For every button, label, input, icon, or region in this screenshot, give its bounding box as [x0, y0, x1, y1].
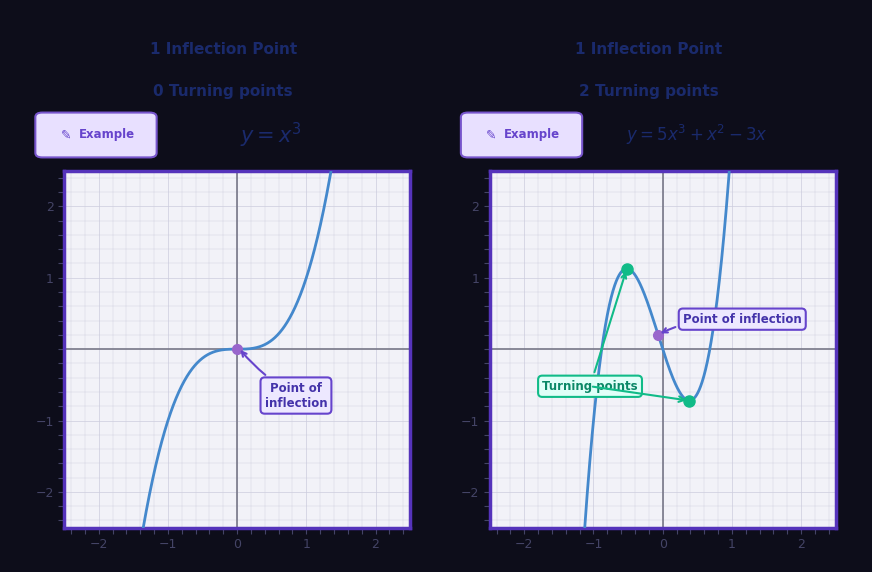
Text: $y = x^3$: $y = x^3$ [240, 120, 302, 150]
Text: Point of
inflection: Point of inflection [242, 352, 327, 410]
Text: ✎: ✎ [487, 129, 497, 141]
Text: 0 Turning points: 0 Turning points [153, 84, 293, 98]
Text: 2 Turning points: 2 Turning points [579, 84, 719, 98]
Text: Example: Example [78, 129, 135, 141]
Text: 1 Inflection Point: 1 Inflection Point [150, 42, 296, 57]
Text: Point of inflection: Point of inflection [663, 313, 801, 332]
Text: Turning points: Turning points [542, 273, 637, 393]
Text: 1 Inflection Point: 1 Inflection Point [576, 42, 722, 57]
Text: Example: Example [504, 129, 561, 141]
Text: $y = 5x^3 + x^2 - 3x$: $y = 5x^3 + x^2 - 3x$ [625, 123, 767, 147]
Text: ✎: ✎ [61, 129, 72, 141]
